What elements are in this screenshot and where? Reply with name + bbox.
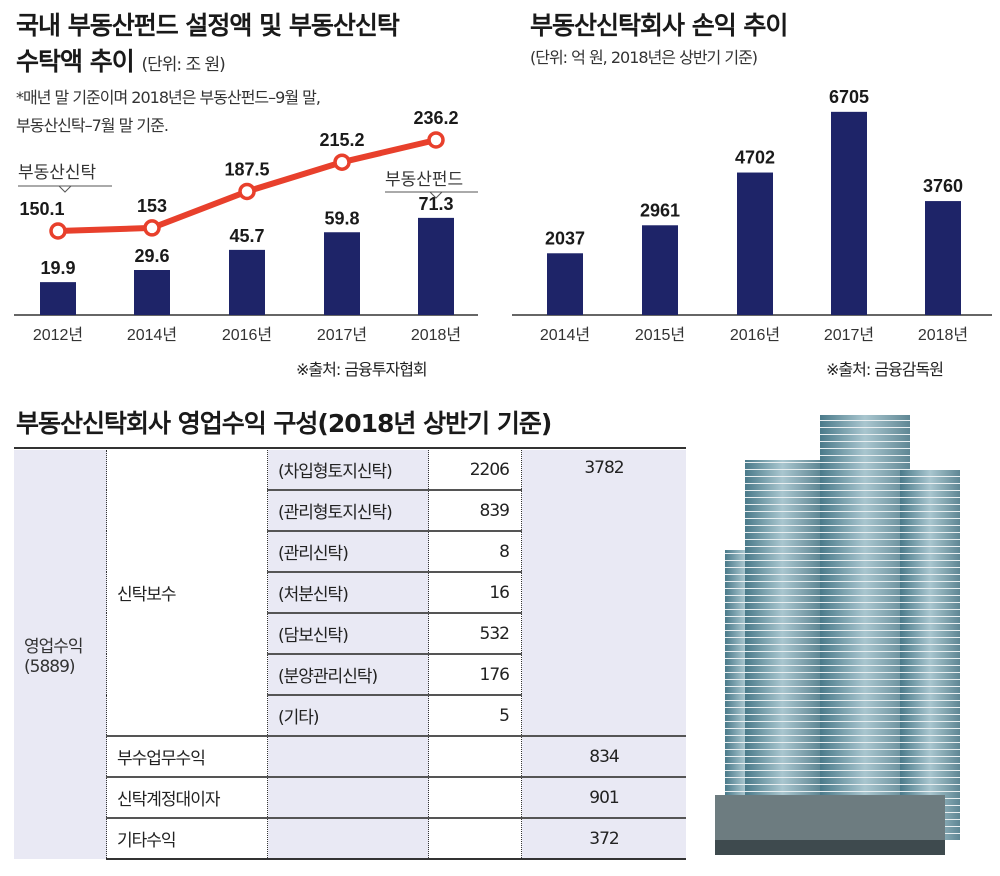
line-value-label: 236.2 [413, 108, 458, 128]
bar-value-label: 4702 [735, 148, 775, 168]
fee-item-label: (담보신탁) [267, 612, 429, 654]
bar-series-label: 부동산펀드 [385, 170, 478, 199]
right-chart: 2037 2014년 2961 2015년 4702 2016년 6705 2017년 3760… [512, 87, 992, 344]
table-row: (관리신탁) 8 [14, 530, 686, 572]
x-tick-label: 2016년 [730, 326, 780, 344]
bar [925, 201, 961, 315]
left-chart-title-2: 수탁액 추이 (단위: 조 원) [16, 42, 226, 78]
x-tick-label: 2014년 [127, 326, 177, 344]
line-point [49, 222, 67, 240]
fee-item-value: 8 [428, 530, 522, 572]
bar-value-label: 19.9 [40, 258, 75, 278]
bar-value-label: 2961 [640, 200, 680, 220]
fee-item-label: (처분신탁) [267, 571, 429, 613]
x-tick-label: 2018년 [918, 326, 968, 344]
left-chart-note-2: 부동산신탁–7월 말 기준. [16, 116, 169, 135]
bar-value-label: 6705 [829, 87, 869, 107]
left-chart-source: ※출처: 금융투자협회 [296, 360, 428, 379]
bar [40, 282, 76, 315]
line-point [427, 131, 445, 149]
right-chart-unit: (단위: 억 원, 2018년은 상반기 기준) [530, 48, 758, 67]
left-chart-unit: (단위: 조 원) [141, 55, 225, 75]
x-tick-label: 2012년 [33, 326, 83, 344]
charts-svg: 19.9 2012년 29.6 2014년 45.7 2016년 59.8 2017년 71.3… [14, 87, 992, 344]
x-tick-label: 2018년 [411, 326, 461, 344]
line-value-label: 215.2 [319, 130, 364, 150]
table-row: (기타) 5 [14, 694, 686, 736]
fee-item-value: 532 [428, 612, 522, 654]
table-row: (담보신탁) 532 [14, 612, 686, 654]
bar [547, 253, 583, 315]
table-row: 신탁계정대이자 901 [14, 776, 686, 818]
x-tick-label: 2014년 [540, 326, 590, 344]
table-row: 부수업무수익 834 [14, 735, 686, 777]
left-chart-title-1: 국내 부동산펀드 설정액 및 부동산신탁 [16, 11, 400, 40]
fee-item-value: 2206 [428, 450, 522, 490]
fee-item-value: 16 [428, 571, 522, 613]
other-row-value: 901 [521, 776, 686, 818]
table-top-rule [14, 447, 686, 449]
table-title: 부동산신탁회사 영업수익 구성(2018년 상반기 기준) [16, 409, 552, 438]
bar [229, 249, 265, 315]
bar [418, 217, 454, 315]
bar-value-label: 3760 [923, 176, 963, 196]
fee-item-value: 839 [428, 489, 522, 531]
fee-label-cell: 신탁보수 [106, 450, 268, 736]
x-tick-label: 2015년 [635, 326, 685, 344]
right-chart-source: ※출처: 금융감독원 [826, 360, 944, 379]
revenue-table: 영업수익 (5889) 신탁보수 (차입형토지신탁) 2206 3782 (관리형… [14, 450, 686, 860]
left-chart-note-1: *매년 말 기준이며 2018년은 부동산펀드–9월 말, [16, 88, 321, 107]
bar-value-label: 45.7 [229, 226, 264, 246]
line-point [143, 219, 161, 237]
line-value-label: 187.5 [224, 159, 269, 179]
apartment-building-image [715, 415, 960, 855]
other-row-value: 834 [521, 735, 686, 777]
right-chart-title: 부동산신탁회사 손익 추이 [530, 11, 788, 40]
table-row: (분양관리신탁) 176 [14, 653, 686, 695]
line-point [238, 182, 256, 201]
fee-item-label: (차입형토지신탁) [267, 450, 429, 490]
fee-item-label: (관리신탁) [267, 530, 429, 572]
table-row: (처분신탁) 16 [14, 571, 686, 613]
total-cell: 영업수익 (5889) [14, 450, 107, 859]
table-row: 기타수익 372 [14, 817, 686, 860]
bar-value-label: 29.6 [134, 246, 169, 266]
bar-legend-label: 부동산펀드 [385, 170, 463, 189]
line-legend-label: 부동산신탁 [18, 163, 97, 182]
bar-value-label: 71.3 [418, 194, 453, 214]
line-series-label: 부동산신탁 [18, 163, 112, 193]
fee-item-label: (관리형토지신탁) [267, 489, 429, 531]
bar [324, 232, 360, 315]
total-value: (5889) [24, 657, 76, 677]
bar [737, 172, 773, 315]
fee-label: 신탁보수 [117, 585, 177, 605]
bar [831, 111, 867, 315]
fee-item-value: 5 [428, 694, 522, 736]
bar-value-label: 2037 [545, 228, 585, 248]
line-point [333, 153, 351, 171]
left-chart: 19.9 2012년 29.6 2014년 45.7 2016년 59.8 2017년 71.3… [14, 108, 478, 344]
fee-item-label: (기타) [267, 694, 429, 736]
left-chart-title-text: 수탁액 추이 [16, 47, 135, 76]
bar [642, 225, 678, 315]
table-row: 영업수익 (5889) 신탁보수 (차입형토지신탁) 2206 3782 [14, 450, 686, 859]
x-tick-label: 2017년 [317, 326, 367, 344]
bar-value-label: 59.8 [324, 208, 359, 228]
fee-total: 3782 [521, 450, 686, 736]
x-tick-label: 2017년 [824, 326, 874, 344]
x-tick-label: 2016년 [222, 326, 272, 344]
other-row-label: 신탁계정대이자 [106, 776, 268, 818]
bar [134, 270, 170, 315]
fee-item-value: 176 [428, 653, 522, 695]
fee-item-label: (분양관리신탁) [267, 653, 429, 695]
line-value-label: 153 [137, 196, 167, 216]
other-row-label: 부수업무수익 [106, 735, 268, 777]
other-row-label: 기타수익 [106, 817, 268, 860]
table-row: (관리형토지신탁) 839 [14, 489, 686, 531]
line-value-label: 150.1 [19, 199, 64, 219]
other-row-value: 372 [521, 817, 686, 860]
total-label: 영업수익 [24, 637, 84, 657]
